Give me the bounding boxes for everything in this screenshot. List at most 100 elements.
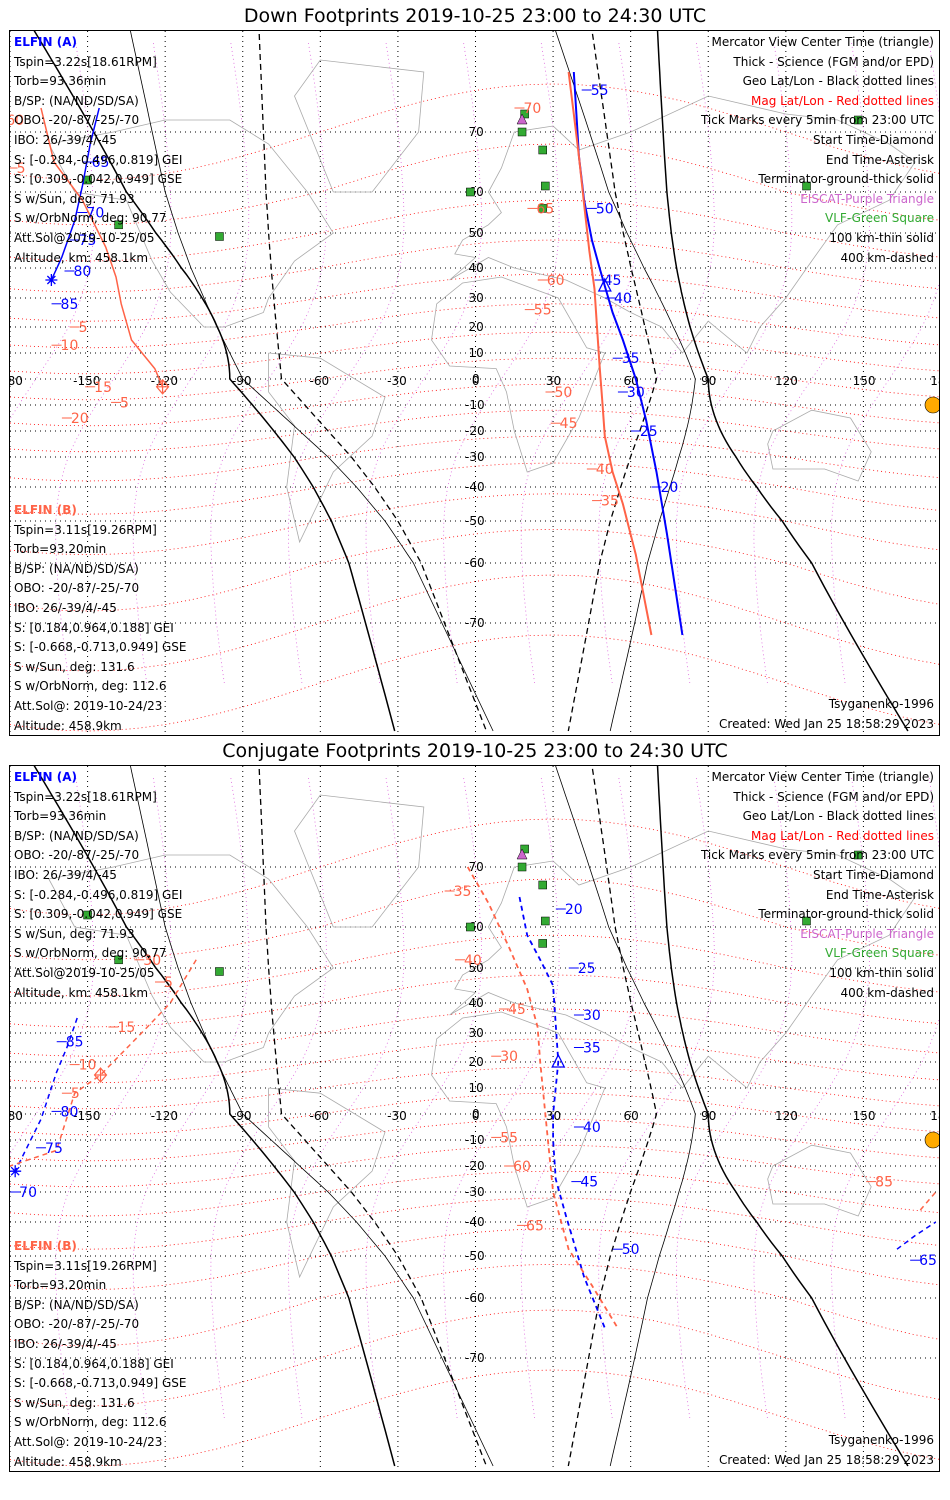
lat-label: -20	[465, 1159, 485, 1173]
info-line: IBO: 26/-39/4/-45	[14, 1336, 117, 1351]
footer: Tsyganenko-1996 Created: Wed Jan 25 18:5…	[719, 695, 934, 734]
continent-outline	[767, 1144, 872, 1217]
vlf-station-icon	[215, 232, 224, 241]
elfin-a-header: ELFIN (A)	[14, 770, 77, 784]
continent-outline	[294, 794, 425, 928]
track-time-label: 40	[583, 1120, 601, 1136]
footer: Tsyganenko-1996 Created: Wed Jan 25 18:5…	[719, 1431, 934, 1470]
info-line: Torb=93.20min	[14, 1278, 107, 1293]
mag-meridian	[520, 41, 638, 684]
elfin-a-track-west	[14, 1017, 78, 1172]
mag-parallel	[10, 1038, 939, 1084]
eiscat-triangle-icon	[516, 113, 528, 125]
track-time-label: 10	[61, 338, 79, 354]
track-time-label: 85	[61, 297, 79, 313]
lat-label: -30	[465, 450, 485, 464]
track-time-label: 35	[622, 351, 640, 367]
info-line: S w/OrbNorm, deg: 90.77	[14, 211, 167, 226]
mag-meridian	[520, 776, 638, 1419]
lat-label: -10	[465, 1133, 485, 1147]
lon-label: -60	[310, 374, 330, 388]
lon-label: -30	[387, 374, 407, 388]
legend-item: Geo Lat/Lon - Black dotted lines	[742, 809, 934, 824]
elfin-a-track-west	[50, 107, 100, 281]
legend-item: Mercator View Center Time (triangle)	[711, 770, 934, 784]
track-time-label: 5	[164, 975, 173, 991]
center-time-triangle-icon	[597, 277, 612, 292]
map-canvas: -180-150-120-90-60-300306090120150180706…	[10, 31, 940, 735]
mag-meridian	[365, 776, 483, 1419]
elfin-a-header: ELFIN (A)	[14, 35, 77, 49]
info-line: Tspin=3.11s[19.26RPM]	[14, 1258, 157, 1273]
track-time-label: 70	[523, 101, 541, 117]
lon-label: -30	[387, 1109, 407, 1123]
elfin-b-header: ELFIN (B)	[14, 503, 77, 517]
lon-label: -60	[310, 1109, 330, 1123]
track-time-label: 65	[92, 155, 110, 171]
mag-parallel	[10, 462, 939, 515]
track-time-label: 25	[640, 424, 658, 440]
info-line: S: [0.309,-0.042,0.949] GSE	[14, 172, 183, 187]
info-line: Altitude, km: 458.1km	[14, 250, 149, 265]
legend-item: Start Time-Diamond	[812, 867, 934, 882]
track-time-label: 70	[86, 206, 104, 222]
lat-label: 40	[469, 261, 484, 275]
mag-parallel	[10, 1263, 939, 1347]
info-line: B/SP: (NA/ND/SD/SA)	[14, 561, 139, 576]
vlf-station-icon	[538, 204, 547, 213]
vlf-station-icon	[538, 145, 547, 155]
mag-meridian	[753, 41, 870, 684]
info-line: S w/OrbNorm, deg: 112.6	[14, 679, 167, 694]
track-time-label: 45	[580, 1175, 598, 1191]
mag-meridian	[132, 41, 250, 684]
lon-label: 90	[701, 374, 716, 388]
vlf-station-icon	[541, 181, 550, 191]
info-line: S w/OrbNorm, deg: 90.77	[14, 946, 167, 961]
continent-outline	[431, 1011, 606, 1208]
continent-outline	[268, 352, 386, 544]
info-line: OBO: -20/-87/-25/-70	[14, 848, 140, 863]
continent-outline	[449, 830, 916, 1089]
mag-meridian	[598, 776, 715, 1419]
lon-label: 150	[853, 1109, 876, 1123]
info-line: OBO: -20/-87/-25/-70	[14, 113, 140, 128]
track-time-label: 35	[601, 494, 619, 510]
mag-meridian	[831, 776, 939, 1419]
elfin-b-track-main	[466, 866, 619, 1329]
altitude-400km-line	[258, 766, 488, 1467]
info-line: S w/Sun, deg: 131.6	[14, 659, 135, 674]
continent-outline	[48, 854, 334, 1063]
elfin-a-info: ELFIN (A) Tspin=3.22s[18.61RPM] Torb=93.…	[14, 768, 182, 1003]
lon-label: 180	[930, 374, 940, 388]
lat-label: 70	[469, 125, 484, 139]
conjugate-footprints-map: -180 -150 -120 -90 -60 -30 0 30 60 90 120 150 180 70 6…	[9, 765, 940, 1472]
lon-label: 60	[623, 1109, 638, 1123]
model-name: Tsyganenko-1996	[828, 1433, 934, 1447]
mag-meridian	[10, 776, 95, 1155]
mag-meridian	[675, 41, 793, 684]
info-line: IBO: 26/-39/4/-45	[14, 600, 117, 615]
lat-label: 50	[469, 961, 484, 975]
lat-label: 0	[472, 372, 480, 386]
vlf-station-icon	[114, 220, 123, 230]
track-time-label: 30	[500, 1049, 518, 1065]
eiscat-triangle-icon	[516, 848, 528, 860]
info-line: IBO: 26/-39/4/-45	[14, 867, 117, 882]
elfin-a-track-main	[518, 896, 606, 1329]
mag-meridian	[210, 776, 327, 1419]
info-line: OBO: -20/-87/-25/-70	[14, 581, 140, 596]
lon-label: 120	[775, 374, 798, 388]
created-timestamp: Created: Wed Jan 25 18:58:29 2023	[719, 1452, 934, 1467]
lon-label: 0	[472, 374, 480, 388]
track-time-label: 5	[71, 1086, 80, 1102]
info-line: B/SP: (NA/ND/SD/SA)	[14, 1297, 139, 1312]
lon-label: -120	[151, 1109, 178, 1123]
legend-item: Tick Marks every 5min from 23:00 UTC	[700, 113, 934, 128]
terminator-line	[656, 31, 909, 732]
lon-label: -150	[73, 1109, 100, 1123]
elfin-b-track-east	[919, 1191, 937, 1211]
elfin-a-track-east	[896, 1221, 937, 1250]
lat-label: -60	[465, 556, 485, 570]
track-time-label: 55	[591, 83, 609, 99]
info-line: Tspin=3.11s[19.26RPM]	[14, 522, 157, 537]
